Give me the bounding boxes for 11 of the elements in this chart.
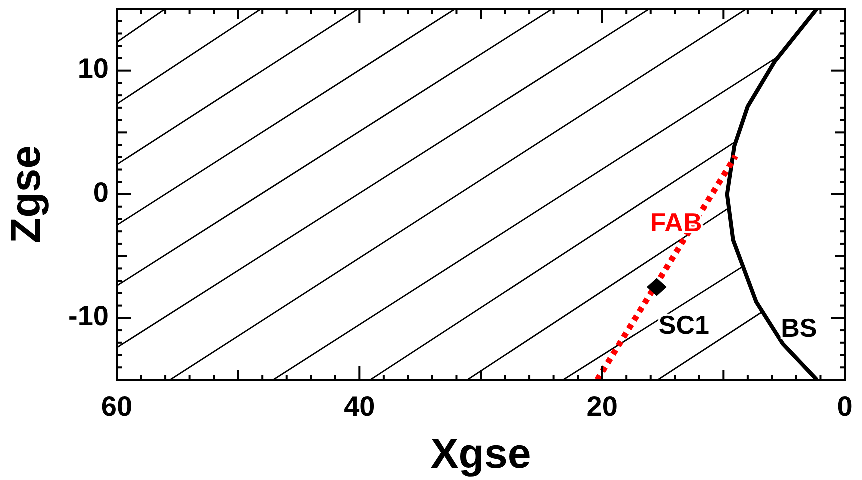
x-tick-label: 20 [586, 391, 618, 422]
x-tick-label: 0 [837, 391, 853, 422]
series-label: SC1 [658, 310, 710, 340]
x-axis-title: Xgse [430, 430, 532, 477]
y-tick-label: -10 [68, 300, 109, 332]
y-axis-title: Zgse [2, 145, 49, 244]
y-tick-label: 10 [78, 53, 109, 84]
legend-label: BS [781, 313, 818, 344]
x-tick-label: 60 [101, 391, 133, 422]
x-tick-label: 40 [344, 391, 376, 422]
y-tick-label: 0 [93, 176, 109, 208]
